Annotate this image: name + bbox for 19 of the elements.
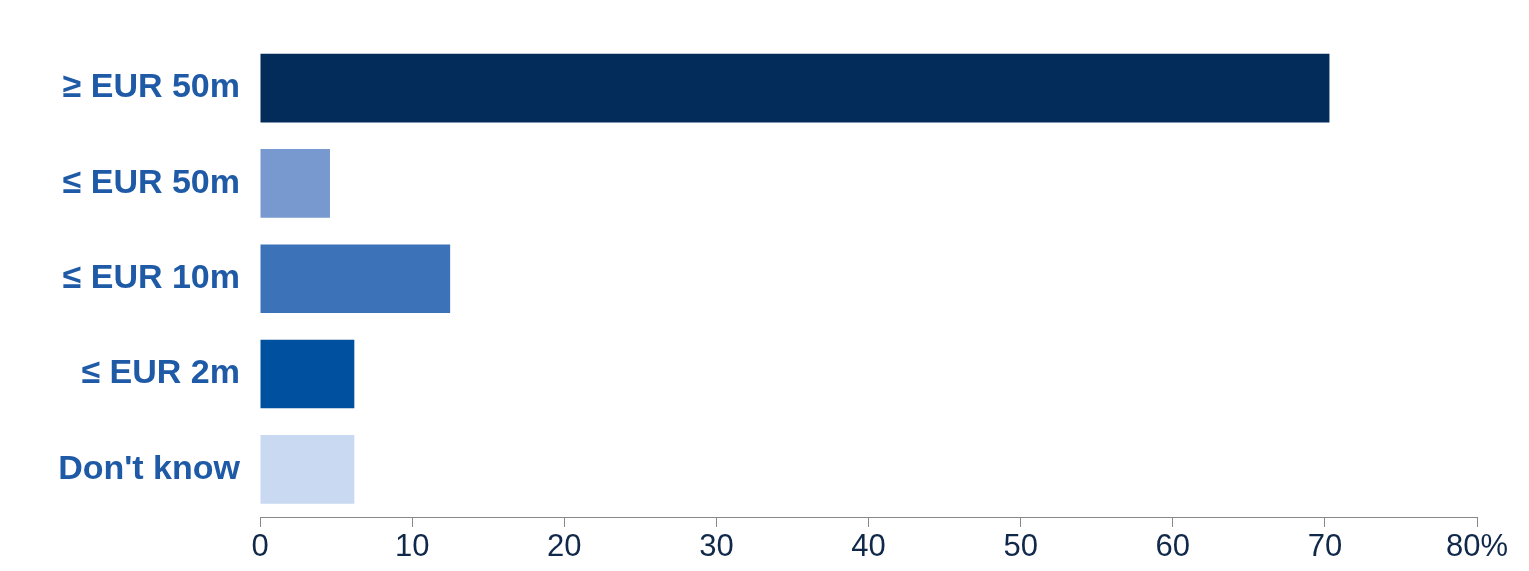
bar bbox=[260, 244, 451, 314]
x-tick-label: 50 bbox=[1003, 528, 1038, 564]
y-tick-label: ≤ EUR 2m bbox=[81, 352, 240, 391]
x-tick-label: 20 bbox=[547, 528, 582, 564]
x-tick-label: 40 bbox=[851, 528, 886, 564]
y-tick-label: ≥ EUR 50m bbox=[62, 66, 240, 105]
y-tick-label: ≤ EUR 10m bbox=[62, 257, 240, 296]
x-tick-label: 10 bbox=[394, 528, 430, 564]
bar bbox=[260, 149, 330, 218]
y-tick-label: Don't know bbox=[58, 447, 241, 486]
x-tick-label: 30 bbox=[699, 528, 734, 564]
x-tick-label: 70 bbox=[1307, 528, 1343, 564]
x-tick-label: 60 bbox=[1155, 528, 1190, 564]
bar bbox=[260, 435, 355, 504]
bar bbox=[260, 53, 1330, 123]
x-tick-label: 0 bbox=[251, 528, 269, 564]
x-tick-label: 80% bbox=[1445, 528, 1509, 564]
bar bbox=[260, 339, 355, 409]
y-tick-label: ≤ EUR 50m bbox=[62, 161, 240, 200]
